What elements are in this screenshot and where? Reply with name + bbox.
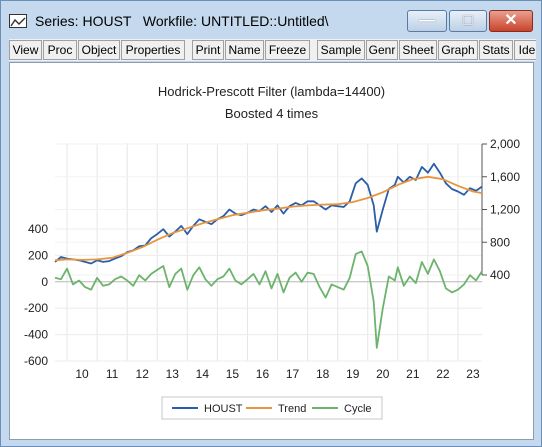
toolbar-genr-button[interactable]: Genr [366, 40, 398, 60]
chart-subtitle: Boosted 4 times [224, 106, 319, 121]
x-tick-label: 23 [466, 367, 480, 381]
toolbar-proc-button[interactable]: Proc [43, 40, 77, 60]
toolbar-sheet-button[interactable]: Sheet [399, 40, 437, 60]
graph-window-icon [9, 14, 27, 28]
graph-area: Hodrick-Prescott Filter (lambda=14400) B… [9, 62, 534, 440]
legend-label-trend: Trend [278, 403, 306, 415]
toolbar-graph-button[interactable]: Graph [438, 40, 478, 60]
series-line-cycle [54, 250, 483, 349]
toolbar-object-button[interactable]: Object [78, 40, 120, 60]
object-toolbar: View Proc Object Properties Print Name F… [9, 39, 536, 61]
chart-title: Hodrick-Prescott Filter (lambda=14400) [157, 84, 386, 99]
x-tick-label: 22 [436, 367, 450, 381]
toolbar-ident-button[interactable]: Ide [514, 40, 536, 60]
x-tick-label: 11 [106, 367, 119, 381]
x-tick-label: 20 [376, 367, 390, 381]
x-tick-label: 10 [75, 367, 89, 381]
x-tick-label: 17 [286, 367, 300, 381]
x-tick-label: 21 [406, 367, 420, 381]
close-button[interactable]: ✕ [489, 10, 533, 32]
legend-label-houst: HOUST [204, 403, 243, 415]
left-tick-label: 200 [28, 248, 48, 262]
toolbar-name-button[interactable]: Name [225, 40, 264, 60]
toolbar-properties-button[interactable]: Properties [121, 40, 185, 60]
left-tick-label: -200 [24, 301, 48, 315]
window-title: Series: HOUST Workfile: UNTITLED::Untitl… [35, 13, 329, 29]
minimize-icon: — [419, 12, 435, 29]
left-tick-label: 0 [41, 275, 48, 289]
minimize-button[interactable]: — [407, 10, 447, 32]
series-line-trend [54, 175, 483, 262]
right-tick-label: 800 [490, 235, 510, 249]
toolbar-sample-button[interactable]: Sample [317, 40, 365, 60]
left-tick-label: -400 [24, 328, 48, 342]
right-tick-label: 2,000 [490, 137, 520, 151]
title-bar[interactable]: Series: HOUST Workfile: UNTITLED::Untitl… [1, 1, 541, 37]
legend-label-cycle: Cycle [344, 403, 372, 415]
x-tick-label: 12 [136, 367, 150, 381]
x-tick-label: 15 [226, 367, 240, 381]
toolbar-view-button[interactable]: View [9, 40, 42, 60]
close-icon: ✕ [504, 12, 518, 29]
x-tick-label: 18 [316, 367, 330, 381]
toolbar-print-button[interactable]: Print [192, 40, 224, 60]
right-tick-label: 1,200 [490, 203, 520, 217]
right-tick-label: 1,600 [490, 170, 520, 184]
right-tick-label: 400 [490, 268, 510, 282]
maximize-button[interactable]: □ [449, 10, 487, 32]
x-tick-label: 14 [196, 367, 210, 381]
maximize-icon: □ [463, 12, 473, 29]
hp-filter-chart: 10 11 12 13 14 15 16 17 18 19 20 21 22 23 400 200 0 -200 -… [24, 137, 520, 420]
x-tick-label: 13 [166, 367, 180, 381]
x-tick-label: 19 [346, 367, 360, 381]
toolbar-freeze-button[interactable]: Freeze [265, 40, 310, 60]
toolbar-stats-button[interactable]: Stats [479, 40, 513, 60]
x-tick-label: 16 [256, 367, 270, 381]
left-tick-label: 400 [28, 222, 48, 236]
left-tick-label: -600 [24, 354, 48, 368]
